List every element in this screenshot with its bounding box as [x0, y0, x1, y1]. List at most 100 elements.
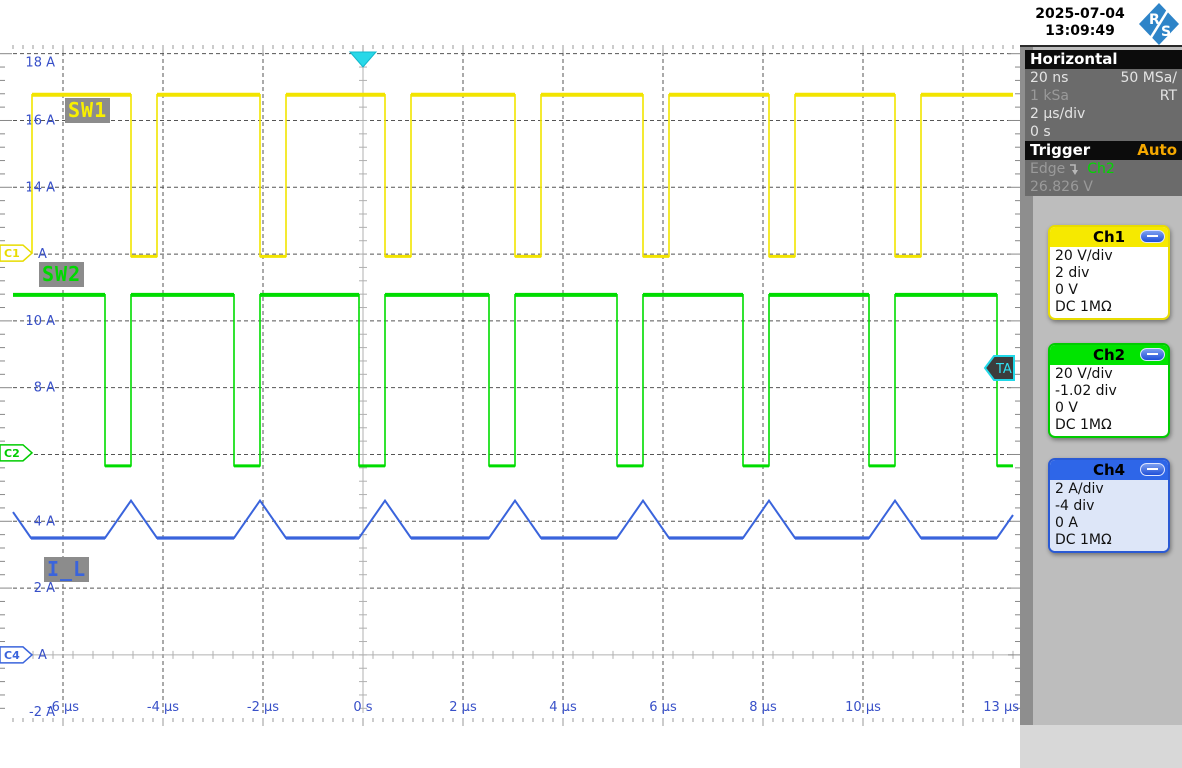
y-axis-label: 18 A [25, 56, 55, 71]
ch1-position: 2 div [1055, 265, 1090, 281]
x-axis-label: 0 s [353, 700, 372, 715]
trace-label-sw1: SW1 [65, 98, 111, 123]
trace-ch1-sw1 [31, 92, 1013, 258]
x-axis-label: 6 µs [649, 700, 677, 715]
channel-marker-c2[interactable]: C2 [0, 444, 34, 462]
ch1-minimize-button[interactable] [1140, 230, 1165, 243]
ch2-settings: 20 V/div -1.02 div 0 V DC 1MΩ [1050, 365, 1168, 436]
horizontal-position-value: 0 s [1030, 124, 1051, 140]
svg-text:R: R [1149, 12, 1160, 28]
ch2-scale: 20 V/div [1055, 366, 1113, 382]
y-axis-label: A [38, 648, 47, 663]
channel-box-ch2-header[interactable]: Ch2 [1050, 345, 1168, 365]
acquisition-mode-value: RT [1159, 88, 1177, 104]
sidebar-top-border [1020, 45, 1182, 47]
trace-ch4-il [12, 498, 1014, 540]
x-axis-label: 4 µs [549, 700, 577, 715]
ch1-offset: 0 V [1055, 282, 1078, 298]
ch4-position: -4 div [1055, 498, 1095, 514]
horizontal-row-record[interactable]: 1 kSa RT [1025, 87, 1182, 105]
ch2-coupling: DC 1MΩ [1055, 417, 1112, 433]
ch4-minimize-button[interactable] [1140, 463, 1165, 476]
x-axis-label: -4 µs [147, 700, 179, 715]
rohde-schwarz-logo-icon: R S [1139, 3, 1179, 45]
record-length-value: 1 kSa [1030, 88, 1069, 104]
trigger-time-marker[interactable] [348, 51, 378, 68]
resolution-value: 20 ns [1030, 70, 1069, 86]
y-axis-label: A [38, 247, 47, 262]
ch2-offset: 0 V [1055, 400, 1078, 416]
trigger-title: Trigger [1030, 141, 1091, 159]
ch4-coupling: DC 1MΩ [1055, 532, 1112, 548]
y-axis-label: 2 A [34, 581, 55, 596]
x-axis-label: 2 µs [449, 700, 477, 715]
datetime-display: 2025-07-04 13:09:49 [1024, 6, 1136, 40]
horizontal-trigger-panel[interactable]: Horizontal 20 ns 50 MSa/ 1 kSa RT 2 µs/d… [1025, 50, 1182, 196]
y-axis-label: 16 A [25, 113, 55, 128]
x-axis-label: -2 µs [247, 700, 279, 715]
horizontal-header[interactable]: Horizontal [1025, 50, 1182, 69]
x-axis-label: 8 µs [749, 700, 777, 715]
ch1-scale: 20 V/div [1055, 248, 1113, 264]
svg-text:C1: C1 [4, 247, 20, 260]
trigger-row-level[interactable]: 26.826 V [1025, 178, 1182, 196]
trigger-level-value: 26.826 V [1030, 179, 1094, 195]
y-axis-label: -2 A [29, 705, 55, 720]
svg-text:C2: C2 [4, 447, 20, 460]
graticule-grid [13, 45, 1013, 713]
sidebar-bottom-area [1020, 725, 1182, 768]
ch1-coupling: DC 1MΩ [1055, 299, 1112, 315]
trigger-type-value: Edge [1030, 161, 1066, 177]
ch4-settings: 2 A/div -4 div 0 A DC 1MΩ [1050, 480, 1168, 551]
horizontal-row-resolution[interactable]: 20 ns 50 MSa/ [1025, 69, 1182, 87]
channel-box-ch1-header[interactable]: Ch1 [1050, 227, 1168, 247]
horizontal-row-scale[interactable]: 2 µs/div [1025, 105, 1182, 123]
channel-marker-c4[interactable]: C4 [0, 646, 34, 664]
svg-text:TA: TA [995, 362, 1012, 377]
svg-text:S: S [1161, 24, 1171, 40]
trigger-header[interactable]: Trigger Auto [1025, 141, 1182, 160]
channel-box-ch2[interactable]: Ch2 20 V/div -1.02 div 0 V DC 1MΩ [1048, 343, 1170, 438]
zero-axes [12, 45, 1014, 713]
x-axis-label: -6 µs [47, 700, 79, 715]
horizontal-title: Horizontal [1030, 50, 1118, 68]
ch1-settings: 20 V/div 2 div 0 V DC 1MΩ [1050, 247, 1168, 318]
trigger-level-marker-ta[interactable]: TA [983, 354, 1015, 381]
channel-box-ch1[interactable]: Ch1 20 V/div 2 div 0 V DC 1MΩ [1048, 225, 1170, 320]
graticule-canvas: 18 A 16 A 14 A A 10 A 8 A 4 A 2 A A -2 A-6 µs -4 µ… [0, 45, 1020, 726]
channel-box-ch4-header[interactable]: Ch4 [1050, 460, 1168, 480]
channel-marker-c1[interactable]: C1 [0, 244, 34, 262]
waveform-display: 18 A 16 A 14 A A 10 A 8 A 4 A 2 A A -2 A -6 µs -4 µ… [0, 45, 1020, 726]
horizontal-row-position[interactable]: 0 s [1025, 123, 1182, 141]
ch4-scale: 2 A/div [1055, 481, 1104, 497]
time-text: 13:09:49 [1045, 23, 1115, 39]
trigger-mode-value: Auto [1137, 141, 1177, 159]
svg-text:C4: C4 [4, 649, 20, 662]
y-axis-label: 4 A [34, 514, 55, 529]
y-axis-label: 8 A [34, 381, 55, 396]
ch2-position: -1.02 div [1055, 383, 1117, 399]
trace-label-il: I_L [44, 557, 90, 582]
ch1-label: Ch1 [1092, 228, 1126, 246]
trigger-source-value: Ch2 [1087, 161, 1115, 177]
ch4-offset: 0 A [1055, 515, 1078, 531]
channel-box-ch4[interactable]: Ch4 2 A/div -4 div 0 A DC 1MΩ [1048, 458, 1170, 553]
sample-rate-value: 50 MSa/ [1120, 70, 1177, 86]
x-axis-label: 13 µs [983, 700, 1019, 715]
trigger-row-type[interactable]: Edge Ch2 [1025, 160, 1182, 178]
date-text: 2025-07-04 [1035, 6, 1125, 22]
time-scale-value: 2 µs/div [1030, 106, 1086, 122]
ch2-label: Ch2 [1092, 346, 1126, 364]
y-axis-label: 10 A [25, 314, 55, 329]
ch4-label: Ch4 [1092, 461, 1126, 479]
edge-ticks [0, 45, 1020, 726]
ch2-minimize-button[interactable] [1140, 348, 1165, 361]
trace-ch2-sw2 [13, 292, 1013, 468]
sidebar-divider-strip [1020, 47, 1033, 725]
y-axis-label: 14 A [25, 180, 55, 195]
trace-label-sw2: SW2 [39, 262, 85, 287]
x-axis-label: 10 µs [845, 700, 881, 715]
axis-labels: 18 A 16 A 14 A A 10 A 8 A 4 A 2 A A -2 A-6 µs -4 µ… [25, 56, 1019, 720]
falling-edge-icon [1070, 164, 1079, 175]
